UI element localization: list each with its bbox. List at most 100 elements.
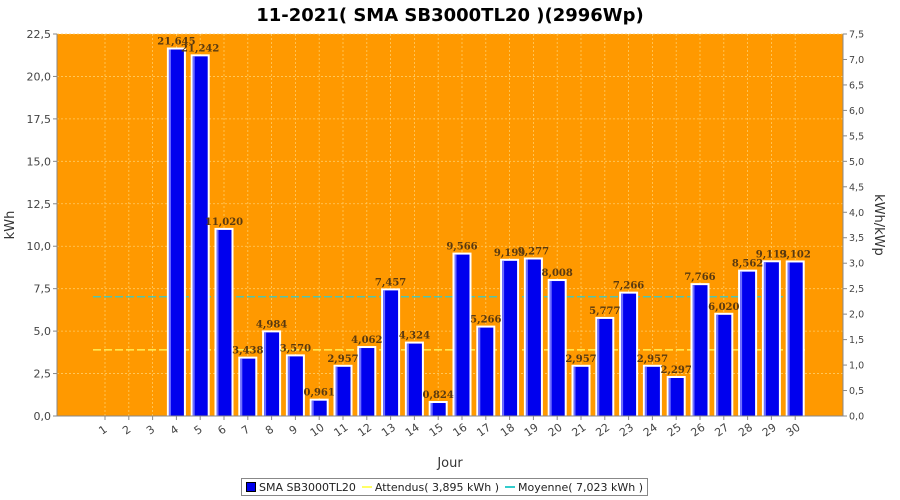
x-tick-label: 6	[215, 423, 228, 438]
bar-highlight	[168, 49, 171, 417]
gridlines	[57, 33, 843, 416]
y-tick-label: 22,5	[27, 28, 52, 41]
bar	[785, 260, 805, 416]
x-tick-label: 3	[144, 423, 157, 438]
y2-tick-label: 7,5	[849, 30, 864, 41]
y2-tick-label: 6,0	[849, 106, 864, 117]
y-tick-label: 5,0	[34, 325, 52, 338]
bar-fill	[335, 366, 351, 416]
bar-value-label: 4,324	[399, 331, 430, 342]
bar	[761, 260, 781, 416]
bar	[238, 356, 258, 416]
bar	[190, 54, 210, 417]
bar-value-label: 2,957	[565, 354, 596, 365]
bar-value-label: 2,957	[637, 354, 668, 365]
bar-highlight	[216, 229, 219, 416]
bar	[523, 257, 543, 416]
bar-highlight	[692, 285, 695, 416]
bar	[642, 364, 662, 416]
y-tick-label: 10,0	[27, 240, 52, 253]
bar-value-label: 3,570	[280, 343, 311, 354]
bar-fill	[454, 254, 470, 416]
bar-value-label: 9,277	[518, 246, 549, 257]
y-tick-label: 12,5	[27, 198, 52, 211]
bar-value-label: 2,957	[327, 354, 358, 365]
y2-axis-label: kWh/kWp	[871, 194, 886, 256]
bar	[333, 364, 353, 416]
bar-fill	[668, 378, 684, 416]
x-tick-label: 17	[474, 421, 493, 440]
bar-fill	[716, 314, 732, 416]
y2-tick-label: 1,5	[849, 335, 864, 346]
bar-highlight	[644, 366, 647, 416]
y2-tick-label: 6,5	[849, 80, 864, 91]
x-axis-ticks: 1 2 3 4 5 6 7 8 9 10 11 12 13 14 15 16 17 18 19 20 21 22 23 24 2…	[96, 416, 803, 440]
bar	[428, 401, 448, 416]
bar	[571, 364, 591, 416]
bar-highlight	[502, 260, 505, 416]
reference-lines	[93, 296, 808, 351]
legend-moyenne-label: Moyenne( 7,023 kWh )	[518, 480, 644, 494]
bar-highlight	[311, 400, 314, 416]
bar-highlight	[335, 366, 338, 416]
bar	[285, 354, 305, 416]
bar-highlight	[287, 356, 290, 416]
bar	[262, 330, 282, 416]
bar-fill	[787, 262, 803, 416]
x-tick-label: 25	[665, 421, 684, 440]
legend-item-moyenne: Moyenne( 7,023 kWh )	[505, 481, 643, 494]
bar-highlight	[621, 293, 624, 416]
bar-fill	[478, 327, 494, 416]
bar	[404, 341, 424, 416]
bar-fill	[692, 285, 708, 416]
bar-value-label: 3,438	[232, 346, 263, 357]
bar-fill	[192, 56, 208, 417]
bar-highlight	[359, 348, 362, 416]
bar-value-label: 8,562	[732, 259, 763, 270]
bar-highlight	[668, 378, 671, 416]
bar-highlight	[573, 366, 576, 416]
x-tick-label: 13	[379, 421, 398, 440]
x-axis-label: Jour	[436, 456, 463, 471]
x-tick-label: 2	[120, 423, 133, 438]
x-tick-label: 24	[641, 421, 660, 440]
y2-tick-label: 5,5	[849, 131, 864, 142]
y-tick-label: 15,0	[27, 155, 52, 168]
bar-fill	[573, 366, 589, 416]
bar-value-label: 9,566	[446, 242, 477, 253]
bar-value-label: 0,961	[304, 388, 335, 399]
bar-highlight	[454, 254, 457, 416]
bar-fill	[621, 293, 637, 416]
y2-tick-label: 3,5	[849, 233, 864, 244]
bar-value-label: 4,984	[256, 319, 287, 330]
bar-highlight	[549, 281, 552, 416]
x-tick-label: 23	[617, 421, 636, 440]
bar-fill	[168, 49, 184, 417]
y2-tick-label: 4,0	[849, 208, 864, 219]
bar	[357, 346, 377, 416]
y2-tick-label: 2,5	[849, 284, 864, 295]
bar-value-label: 11,020	[205, 217, 243, 228]
bar-highlight	[430, 403, 433, 416]
x-tick-label: 19	[522, 421, 541, 440]
x-tick-label: 30	[784, 421, 803, 440]
bars	[166, 47, 805, 417]
bar-value-label: 21,645	[157, 37, 195, 48]
bar	[714, 312, 734, 416]
bar-value-label: 7,266	[613, 281, 644, 292]
y2-tick-label: 7,0	[849, 55, 864, 66]
y-tick-label: 7,5	[34, 283, 52, 296]
bar	[666, 376, 686, 416]
bar-highlight	[763, 262, 766, 416]
y-tick-label: 20,0	[27, 70, 52, 83]
x-tick-label: 5	[192, 423, 205, 438]
y2-tick-label: 0,5	[849, 386, 864, 397]
x-tick-label: 10	[308, 421, 327, 440]
x-tick-label: 12	[355, 421, 374, 440]
bar-fill	[502, 260, 518, 416]
bar	[595, 316, 615, 416]
bar-value-label: 2,297	[661, 365, 692, 376]
bar-highlight	[597, 318, 600, 416]
